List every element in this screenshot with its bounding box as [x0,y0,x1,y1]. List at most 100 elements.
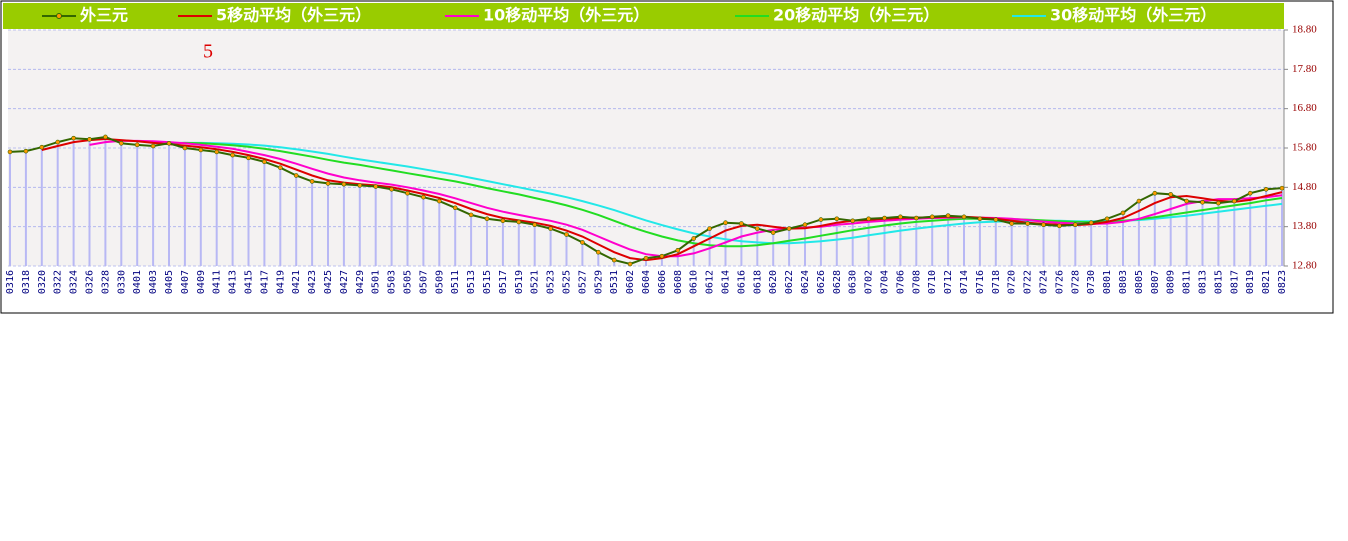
point-marker [739,221,744,226]
point-marker [262,159,267,165]
point-marker [1263,187,1269,192]
point-marker [643,255,649,261]
point-marker [532,222,538,227]
x-tick-label: 0807 [1150,270,1161,294]
x-tick-label: 0409 [196,270,207,294]
point-marker [1216,200,1221,206]
point-marker [23,148,29,154]
point-marker [993,217,999,222]
legend-band [3,3,1284,29]
x-tick-label: 0511 [450,270,461,294]
point-marker [961,214,967,220]
point-marker [119,140,124,146]
x-tick-label: 0531 [609,270,620,294]
point-marker [802,222,808,227]
x-tick-label: 0606 [657,270,668,294]
y-tick-label: 12.80 [1292,260,1317,272]
point-marker [595,249,601,255]
x-tick-label: 0710 [927,270,938,294]
point-marker [754,226,760,231]
point-marker [1279,185,1285,191]
x-tick-label: 0624 [800,270,811,294]
point-marker [150,143,156,149]
x-tick-label: 0610 [689,270,700,294]
point-marker [309,179,315,184]
x-tick-label: 0811 [1182,270,1193,294]
y-tick-label: 18.80 [1292,24,1317,36]
x-tick-label: 0626 [816,270,827,294]
x-tick-label: 0823 [1277,270,1288,294]
x-tick-label: 0704 [880,270,891,294]
x-tick-label: 0730 [1086,270,1097,294]
point-marker [770,230,776,235]
legend-marker [56,13,62,19]
point-marker [277,165,283,170]
point-marker [134,142,140,148]
point-marker [436,198,442,204]
x-tick-label: 0716 [975,270,986,294]
x-tick-label: 0320 [37,270,48,294]
y-tick-label: 16.80 [1292,102,1317,114]
point-marker [866,216,871,222]
x-tick-label: 0525 [562,270,573,294]
point-marker [659,253,665,259]
x-tick-label: 0805 [1134,270,1145,294]
point-marker [7,149,13,155]
point-marker [1232,198,1237,204]
x-tick-label: 0403 [148,270,159,294]
point-marker [39,144,45,150]
x-tick-label: 0411 [212,270,223,294]
x-tick-label: 0706 [895,270,906,294]
x-tick-label: 0401 [132,270,143,294]
x-tick-label: 0417 [259,270,270,294]
x-tick-label: 0702 [864,270,875,294]
x-tick-label: 0726 [1054,270,1065,294]
point-marker [611,257,617,263]
x-tick-label: 0421 [291,270,302,294]
point-marker [468,212,474,218]
point-marker [1184,198,1189,204]
x-tick-label: 0527 [577,270,588,294]
point-marker [1200,199,1205,205]
legend-label: 5移动平均（外三元） [216,6,371,25]
x-tick-label: 0328 [100,270,111,294]
x-tick-label: 0608 [673,270,684,294]
point-marker [103,134,108,140]
y-tick-label: 17.80 [1292,63,1317,75]
point-marker [1136,198,1142,204]
point-marker [1168,192,1173,197]
point-marker [246,155,251,161]
point-marker [882,215,887,221]
x-tick-label: 0616 [736,270,747,294]
x-tick-label: 0809 [1166,270,1177,294]
x-tick-label: 0728 [1070,270,1081,294]
x-tick-label: 0718 [991,270,1002,294]
x-tick-label: 0523 [546,270,557,294]
point-marker [1057,223,1062,229]
x-tick-label: 0425 [323,270,334,294]
x-tick-label: 0604 [641,270,652,294]
point-marker [627,261,633,267]
point-marker [707,226,712,231]
point-marker [1088,220,1094,226]
x-tick-label: 0803 [1118,270,1129,294]
point-marker [723,220,728,226]
point-marker [834,216,840,222]
point-marker [452,205,458,211]
x-tick-label: 0322 [53,270,64,294]
point-marker [1073,222,1078,227]
annotation: 5 [203,41,213,63]
point-marker [786,226,792,231]
legend-label: 10移动平均（外三元） [483,6,649,25]
x-tick-label: 0405 [164,270,175,294]
point-marker [1041,222,1046,227]
x-tick-label: 0326 [85,270,96,294]
point-marker [564,232,569,237]
x-tick-label: 0519 [514,270,525,294]
point-marker [929,214,935,220]
point-marker [421,194,426,200]
x-tick-label: 0612 [705,270,716,294]
point-marker [230,152,235,158]
